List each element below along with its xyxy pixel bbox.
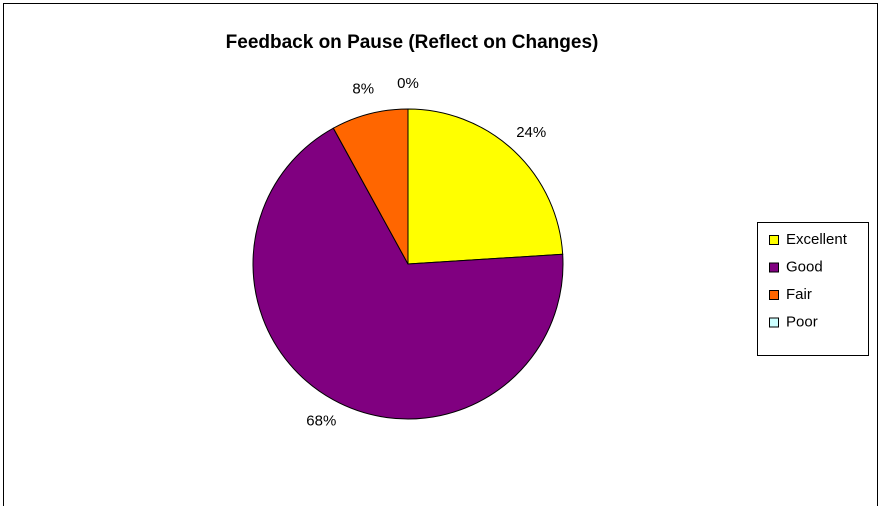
legend-label: Excellent [786, 231, 848, 248]
legend-swatch [769, 290, 779, 300]
data-label: 8% [352, 81, 374, 98]
data-label: 0% [397, 75, 419, 92]
chart-title: Feedback on Pause (Reflect on Changes) [226, 32, 599, 53]
legend-swatch [769, 317, 779, 328]
legend-label: Poor [786, 313, 818, 330]
pie-slice [407, 108, 564, 265]
data-label: 24% [516, 124, 546, 141]
legend-label: Fair [786, 286, 812, 303]
legend-label: Good [786, 258, 823, 275]
legend-swatch [769, 262, 779, 273]
data-label: 68% [306, 413, 336, 430]
pie-slice [252, 127, 564, 420]
legend-swatch [769, 235, 779, 245]
